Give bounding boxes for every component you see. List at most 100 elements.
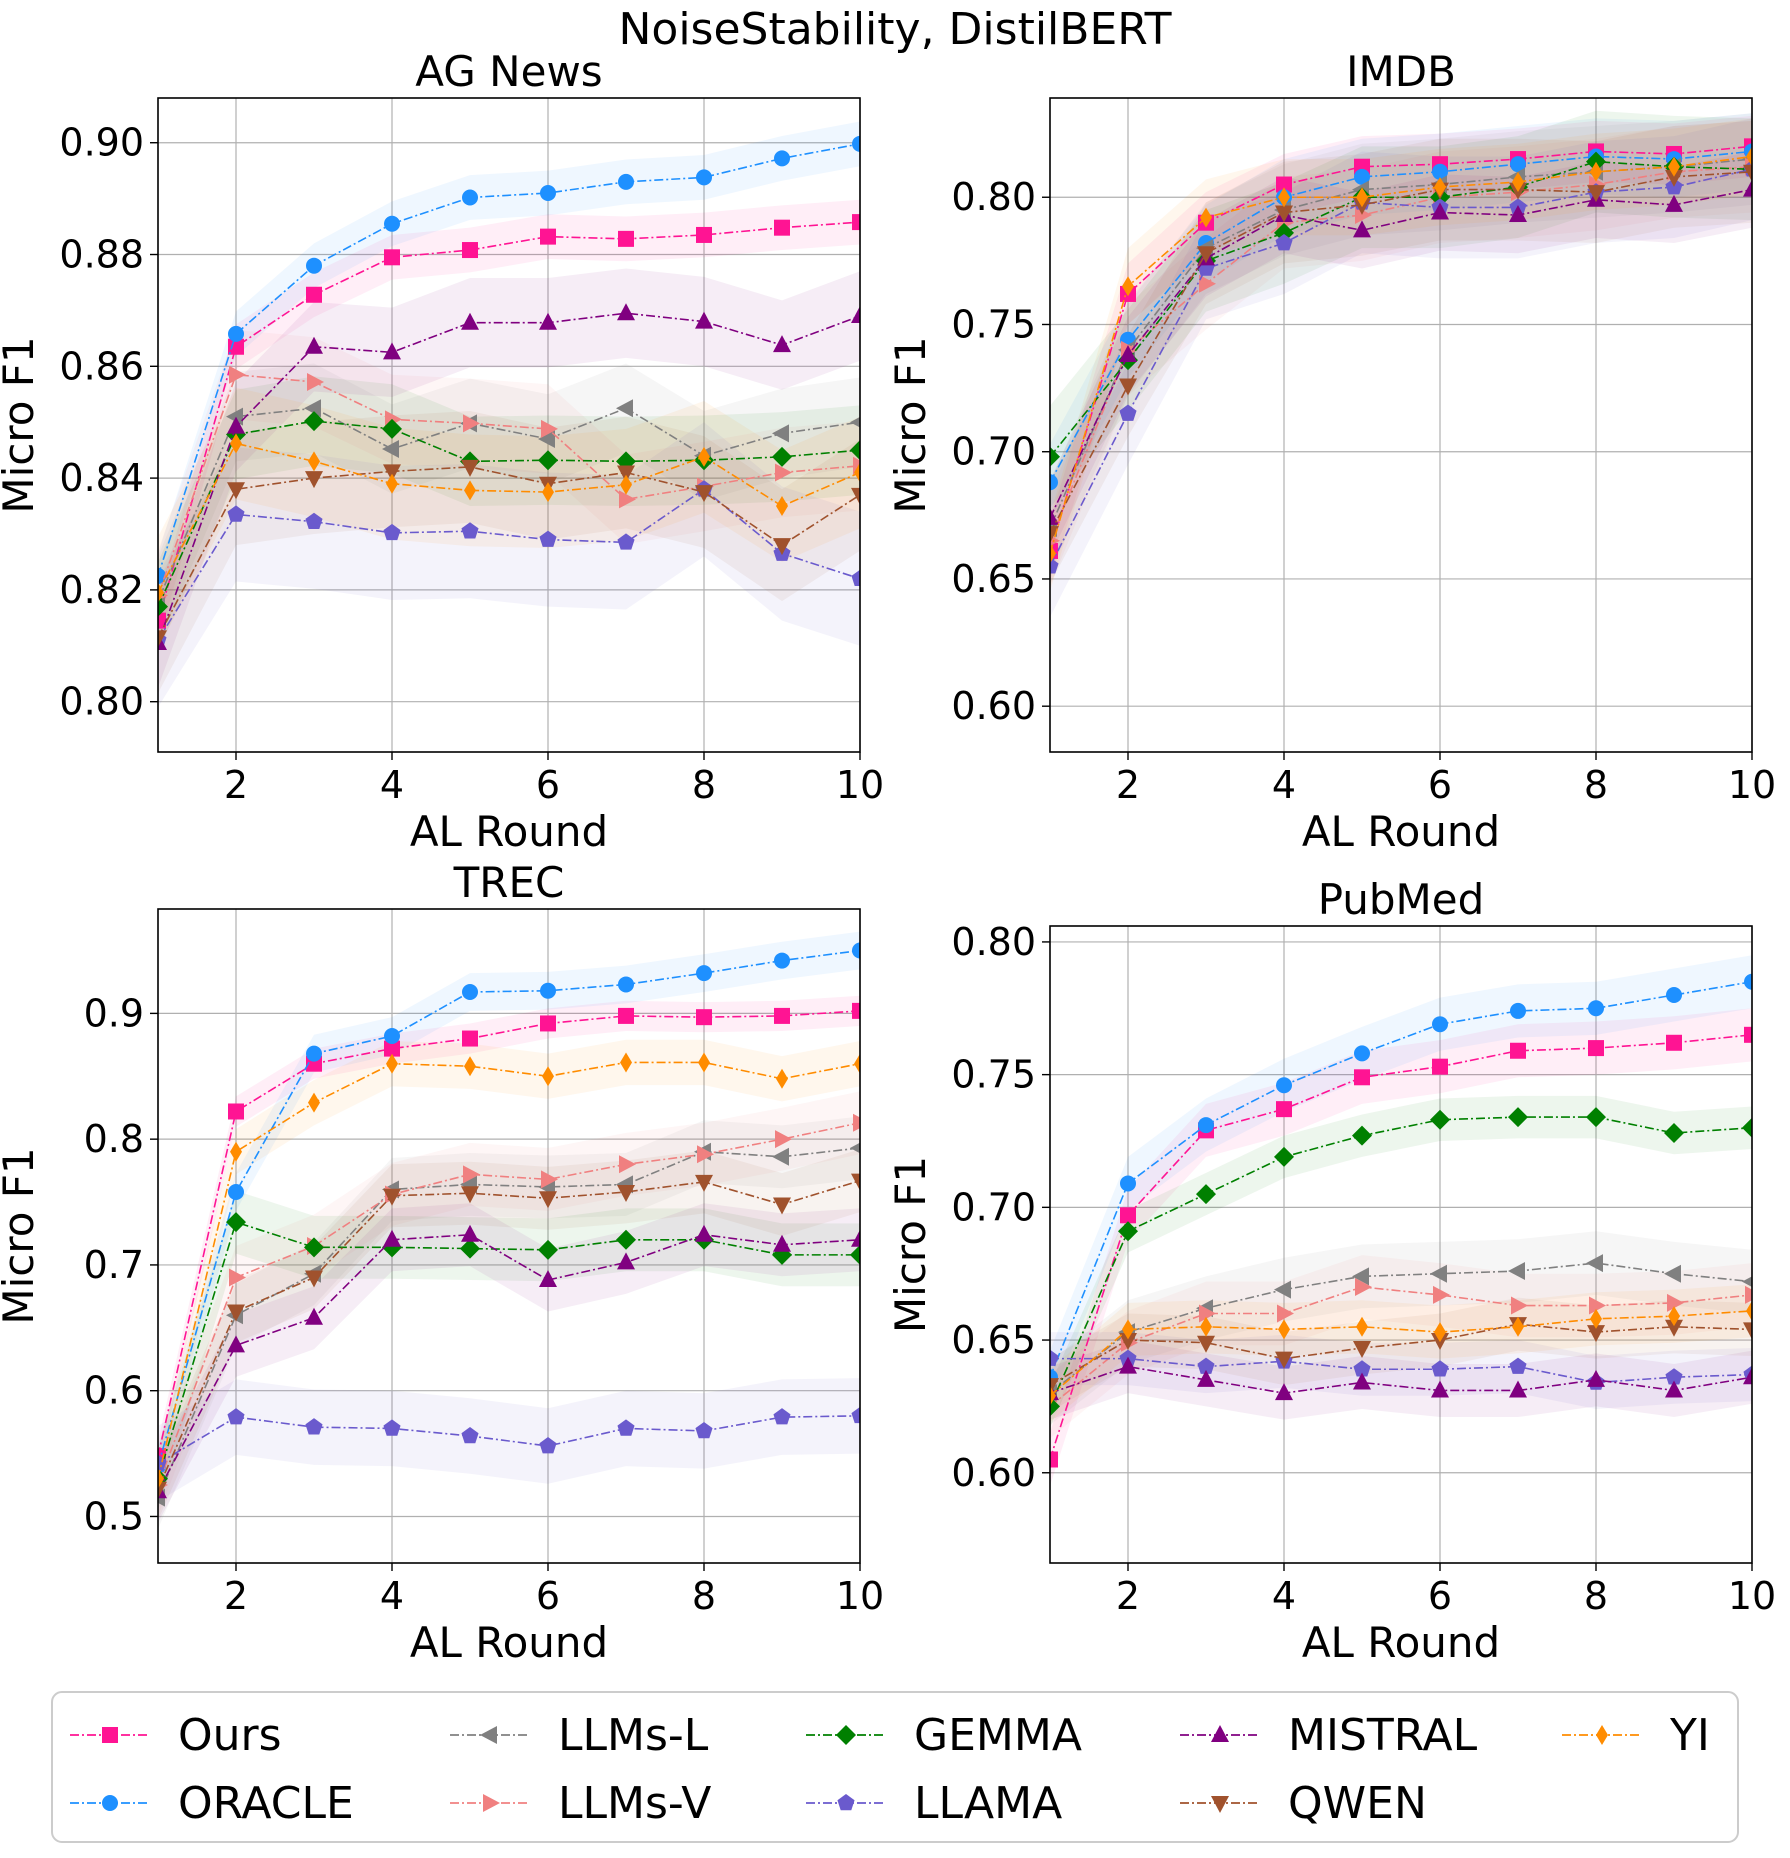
point-yi	[1050, 1385, 1056, 1406]
line-llms-l	[1050, 1262, 1752, 1394]
point-ours	[1432, 1058, 1448, 1075]
y-tick-label: 0.80	[59, 680, 144, 724]
point-mistral	[227, 1335, 245, 1353]
point-mistral	[305, 336, 323, 354]
grid-imdb	[1050, 98, 1753, 752]
legend-label-llms-l: LLMs-L	[558, 1710, 709, 1761]
point-oracle	[618, 173, 634, 190]
point-llms-l	[1742, 1276, 1752, 1287]
line-oracle	[158, 949, 860, 1467]
point-llama	[1050, 557, 1059, 574]
x-tick-label: 10	[836, 763, 884, 807]
x-tick-label: 8	[692, 763, 716, 807]
band-yi	[1050, 118, 1752, 592]
point-oracle	[1432, 1016, 1448, 1033]
x-tick-label: 6	[536, 1574, 560, 1618]
point-qwen	[305, 471, 323, 489]
point-llama	[539, 1437, 557, 1454]
point-mistral	[773, 335, 791, 353]
band-qwen	[158, 411, 860, 694]
point-llms-v	[1199, 1304, 1216, 1323]
y-tick-label: 0.75	[951, 302, 1036, 346]
point-llms-v	[1355, 206, 1372, 225]
point-yi	[158, 582, 164, 603]
legend-item-qwen: QWEN	[1180, 1778, 1427, 1829]
y-tick-label: 0.5	[84, 1494, 144, 1538]
point-oracle	[618, 976, 634, 993]
point-mistral	[695, 311, 713, 329]
point-gemma	[460, 1238, 480, 1259]
point-qwen	[461, 459, 479, 477]
point-mistral	[1119, 1356, 1137, 1374]
legend-marker-llms-l	[480, 1726, 497, 1744]
x-tick-label: 4	[380, 763, 404, 807]
point-yi	[698, 1052, 710, 1073]
x-tick-label: 6	[536, 763, 560, 807]
band-gemma	[158, 376, 860, 652]
point-llama	[695, 1421, 713, 1439]
point-mistral	[773, 1234, 791, 1252]
band-qwen	[1050, 1297, 1752, 1412]
point-mistral	[539, 312, 557, 330]
point-ours	[158, 1448, 166, 1465]
point-ours	[1588, 1040, 1604, 1057]
point-yi	[1122, 276, 1134, 297]
point-yi	[776, 496, 788, 517]
point-yi	[464, 480, 476, 501]
y-tick-label: 0.60	[951, 1451, 1036, 1495]
y-tick-label: 0.86	[59, 344, 144, 388]
x-tick-label: 2	[224, 1574, 248, 1618]
point-llms-v	[1433, 1285, 1450, 1304]
band-llms-v	[1050, 120, 1752, 587]
point-ours	[1120, 1207, 1136, 1224]
point-llms-l	[1586, 1254, 1603, 1273]
point-llms-v	[229, 1268, 246, 1287]
x-tick-label: 10	[1728, 763, 1776, 807]
point-oracle	[852, 942, 860, 959]
line-ours	[1050, 145, 1752, 552]
line-oracle	[1050, 150, 1752, 483]
line-mistral	[158, 1233, 860, 1492]
legend-label-ours: Ours	[178, 1710, 282, 1761]
y-tick-label: 0.65	[951, 1318, 1036, 1362]
plot-area-imdb	[1050, 110, 1752, 618]
point-llms-l	[1508, 1262, 1525, 1281]
point-qwen	[539, 1191, 557, 1209]
legend-label-gemma: GEMMA	[914, 1710, 1082, 1761]
point-llama	[1275, 234, 1293, 251]
band-gemma	[1050, 110, 1752, 508]
point-qwen	[1197, 246, 1215, 264]
band-ours	[1050, 1008, 1752, 1487]
point-yi	[854, 462, 860, 483]
x-tick-label: 6	[1428, 763, 1452, 807]
point-llms-v	[1745, 1285, 1752, 1304]
point-yi	[308, 451, 320, 472]
point-mistral	[1743, 1367, 1752, 1385]
point-ours	[852, 214, 860, 231]
point-llama	[617, 1419, 635, 1436]
point-yi	[1512, 171, 1524, 192]
chart-title-trec: TREC	[453, 858, 565, 907]
chart-ag-news: 2 4 6 8 10 0.80 0.82 0.84 0.86 0.88 0.90 AG News AL …	[0, 47, 884, 856]
point-oracle	[1198, 1117, 1214, 1134]
point-llama	[461, 1426, 479, 1444]
point-llms-v	[775, 1130, 792, 1149]
x-tick-label: 2	[1116, 1574, 1140, 1618]
point-llms-l	[850, 416, 860, 428]
point-qwen	[227, 1304, 245, 1322]
y-tick-label: 0.7	[84, 1243, 144, 1287]
point-mistral	[1050, 507, 1059, 525]
point-mistral	[539, 1270, 557, 1288]
point-gemma	[1196, 1184, 1216, 1205]
point-gemma	[304, 411, 324, 432]
point-llms-l	[1430, 1264, 1447, 1283]
axes-frame-trec	[157, 908, 861, 1564]
point-llms-l	[1274, 1280, 1291, 1299]
point-ours	[228, 1103, 244, 1120]
legend-marker-yi	[1596, 1725, 1608, 1745]
point-gemma	[1118, 1221, 1138, 1242]
y-axis-label-trec: Micro F1	[0, 1147, 43, 1324]
y-tick-label: 0.6	[84, 1369, 144, 1413]
band-mistral	[1050, 1340, 1752, 1420]
point-llms-v	[697, 1145, 714, 1164]
